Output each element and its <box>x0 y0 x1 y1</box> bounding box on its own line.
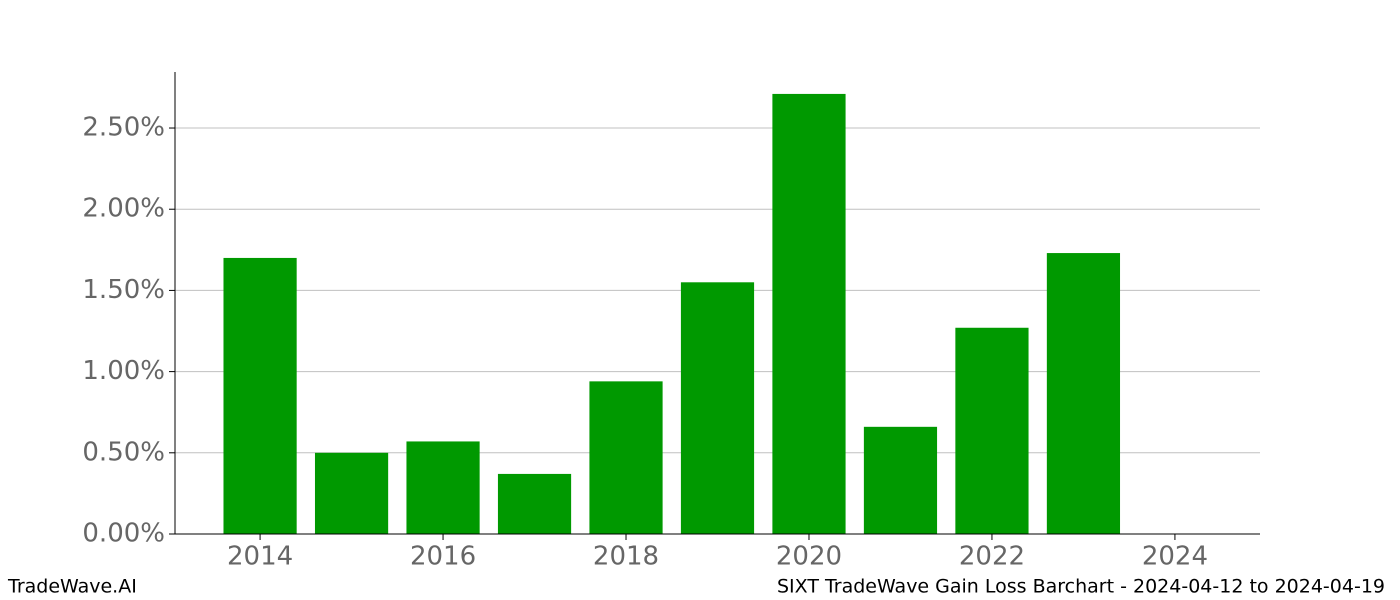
bar <box>1046 253 1121 534</box>
bar <box>497 473 572 534</box>
x-tick-label: 2022 <box>959 542 1025 572</box>
bar <box>589 381 663 534</box>
bar <box>314 452 389 534</box>
x-tick-label: 2024 <box>1142 542 1208 572</box>
bar <box>223 257 297 534</box>
bar <box>680 282 755 534</box>
x-tick-label: 2018 <box>593 542 659 572</box>
y-tick-label: 0.50% <box>82 437 165 467</box>
bar <box>955 327 1029 534</box>
y-tick-label: 2.50% <box>82 113 165 143</box>
x-tick-label: 2016 <box>410 542 476 572</box>
bar <box>406 441 480 534</box>
y-tick-label: 1.50% <box>82 275 165 305</box>
x-tick-label: 2014 <box>227 542 293 572</box>
bar <box>772 93 846 534</box>
bar <box>863 426 938 534</box>
x-tick-label: 2020 <box>776 542 842 572</box>
y-tick-label: 1.00% <box>82 356 165 386</box>
y-tick-label: 0.00% <box>82 519 165 549</box>
y-tick-label: 2.00% <box>82 194 165 224</box>
source-label: TradeWave.AI <box>7 576 137 598</box>
chart-title: SIXT TradeWave Gain Loss Barchart - 2024… <box>777 576 1385 598</box>
